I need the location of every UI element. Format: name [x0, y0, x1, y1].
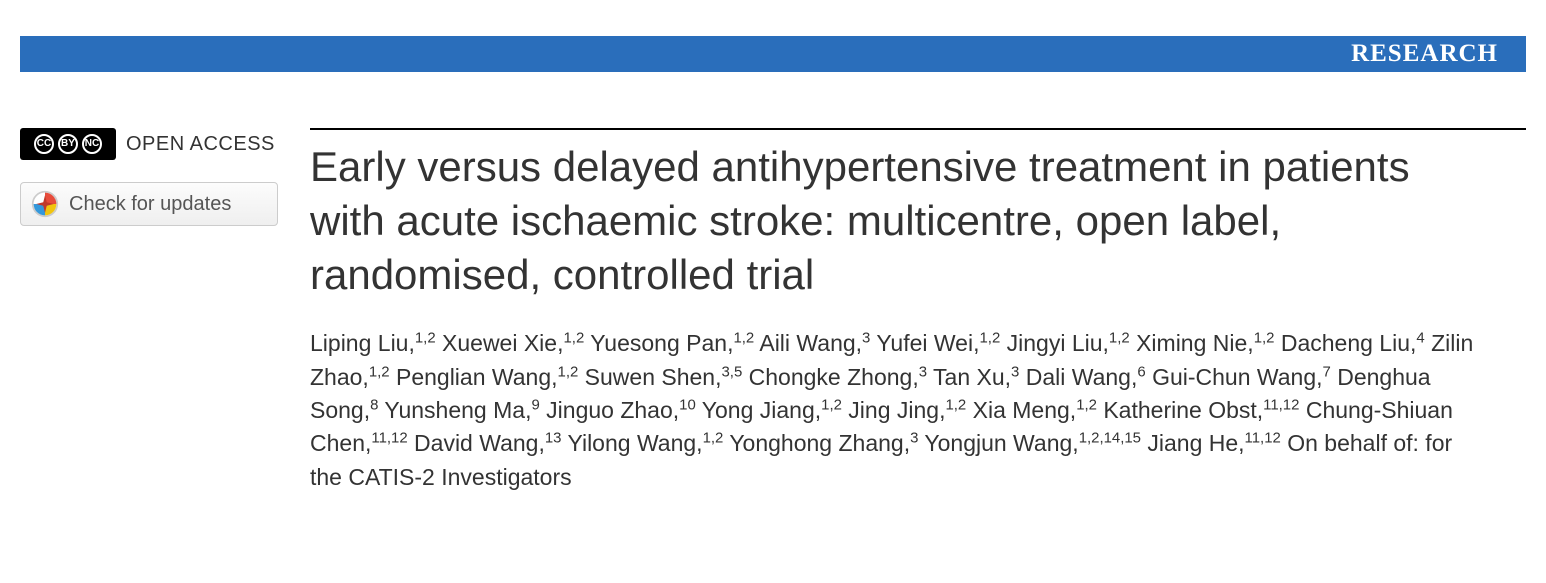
- affiliation-ref: 11,12: [1263, 396, 1299, 413]
- article-title: Early versus delayed antihypertensive tr…: [310, 140, 1486, 301]
- open-access-row: CC BY NC OPEN ACCESS: [20, 128, 292, 160]
- affiliation-ref: 1,2: [979, 330, 1000, 347]
- affiliation-ref: 7: [1323, 363, 1331, 380]
- author: Suwen Shen,3,5: [585, 364, 743, 390]
- crossmark-icon: [31, 190, 59, 218]
- affiliation-ref: 1,2: [1076, 396, 1097, 413]
- affiliation-ref: 1,2: [563, 330, 584, 347]
- check-updates-label: Check for updates: [69, 193, 231, 216]
- author: Aili Wang,3: [759, 330, 870, 356]
- affiliation-ref: 1,2: [733, 330, 754, 347]
- author: Tan Xu,3: [933, 364, 1019, 390]
- author: Xia Meng,1,2: [973, 397, 1097, 423]
- author: Liping Liu,1,2: [310, 330, 436, 356]
- affiliation-ref: 1,2: [703, 430, 724, 447]
- author: Dacheng Liu,4: [1281, 330, 1425, 356]
- affiliation-ref: 4: [1416, 330, 1424, 347]
- author: Yongjun Wang,1,2,14,15: [924, 430, 1141, 456]
- author-list: Liping Liu,1,2 Xuewei Xie,1,2 Yuesong Pa…: [310, 327, 1486, 494]
- affiliation-ref: 3: [910, 430, 918, 447]
- affiliation-ref: 1,2: [1109, 330, 1130, 347]
- banner-label: RESEARCH: [1351, 40, 1498, 68]
- author: Chongke Zhong,3: [749, 364, 927, 390]
- section-banner: RESEARCH: [20, 36, 1526, 72]
- author: Jing Jing,1,2: [848, 397, 966, 423]
- author: Ximing Nie,1,2: [1136, 330, 1274, 356]
- affiliation-ref: 1,2: [558, 363, 579, 380]
- author: Yufei Wei,1,2: [876, 330, 1000, 356]
- affiliation-ref: 1,2: [1254, 330, 1275, 347]
- affiliation-ref: 3: [862, 330, 870, 347]
- author: Jiang He,11,12: [1147, 430, 1280, 456]
- by-icon: BY: [58, 134, 78, 154]
- author: Yunsheng Ma,9: [384, 397, 539, 423]
- affiliation-ref: 1,2: [945, 396, 966, 413]
- author: Yonghong Zhang,3: [729, 430, 918, 456]
- author: Yuesong Pan,1,2: [590, 330, 754, 356]
- author: Jinguo Zhao,10: [546, 397, 696, 423]
- affiliation-ref: 11,12: [371, 430, 407, 447]
- check-updates-button[interactable]: Check for updates: [20, 182, 278, 226]
- article-main: Early versus delayed antihypertensive tr…: [310, 128, 1526, 494]
- cc-license-badge: CC BY NC: [20, 128, 116, 160]
- nc-icon: NC: [82, 134, 102, 154]
- content-row: CC BY NC OPEN ACCESS Check for updates E…: [20, 128, 1526, 494]
- affiliation-ref: 1,2: [415, 330, 436, 347]
- author: Katherine Obst,11,12: [1103, 397, 1299, 423]
- author: Yong Jiang,1,2: [702, 397, 842, 423]
- author: Penglian Wang,1,2: [396, 364, 578, 390]
- author: David Wang,13: [414, 430, 561, 456]
- author: Gui-Chun Wang,7: [1152, 364, 1331, 390]
- author: Yilong Wang,1,2: [567, 430, 723, 456]
- open-access-label: OPEN ACCESS: [126, 133, 275, 156]
- author: Xuewei Xie,1,2: [442, 330, 584, 356]
- affiliation-ref: 13: [545, 430, 562, 447]
- affiliation-ref: 6: [1137, 363, 1145, 380]
- author: Jingyi Liu,1,2: [1007, 330, 1130, 356]
- author: Dali Wang,6: [1026, 364, 1146, 390]
- cc-icon: CC: [34, 134, 54, 154]
- affiliation-ref: 9: [531, 396, 539, 413]
- affiliation-ref: 11,12: [1245, 430, 1281, 447]
- affiliation-ref: 3: [919, 363, 927, 380]
- affiliation-ref: 1,2: [821, 396, 842, 413]
- affiliation-ref: 1,2: [369, 363, 390, 380]
- affiliation-ref: 3: [1011, 363, 1019, 380]
- affiliation-ref: 8: [370, 396, 378, 413]
- affiliation-ref: 10: [679, 396, 696, 413]
- affiliation-ref: 1,2,14,15: [1079, 430, 1141, 447]
- affiliation-ref: 3,5: [722, 363, 743, 380]
- sidebar: CC BY NC OPEN ACCESS Check for updates: [20, 128, 292, 494]
